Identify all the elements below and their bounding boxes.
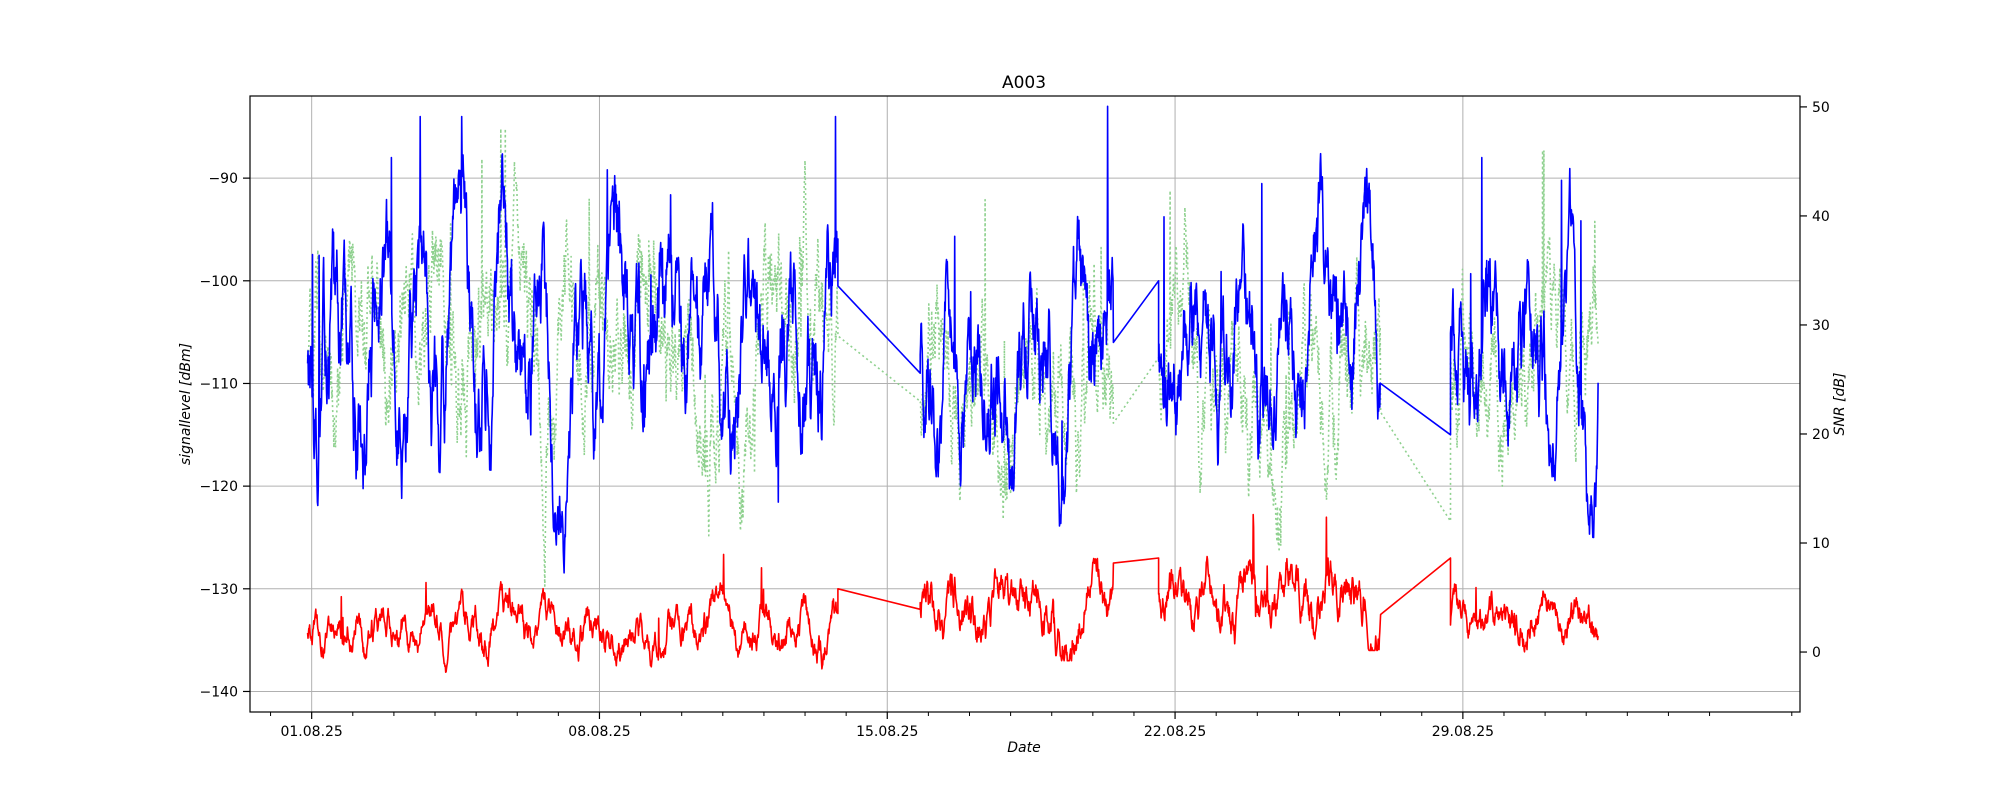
chart-title: A003	[1002, 73, 1046, 93]
y-left-tick-label: −120	[200, 479, 238, 495]
x-tick-label: 01.08.25	[280, 724, 342, 740]
x-tick-label: 22.08.25	[1144, 724, 1206, 740]
grid	[250, 96, 1800, 712]
plot-frame	[249, 95, 1801, 713]
series-line-noise-level	[306, 513, 1599, 673]
y-right-tick-label: 0	[1812, 645, 1821, 661]
x-tick-label: 08.08.25	[568, 724, 630, 740]
x-tick-label: 15.08.25	[856, 724, 918, 740]
y-right-tick-label: 40	[1812, 209, 1830, 225]
y-left-tick-label: −100	[200, 274, 238, 290]
y-left-tick-label: −90	[208, 171, 238, 187]
y-axis-right: 0 10 20 30 40 50	[1800, 100, 1830, 661]
series-line-snr	[306, 127, 1599, 587]
y-right-tick-label: 10	[1812, 536, 1830, 552]
x-tick-label: 29.08.25	[1432, 724, 1494, 740]
series-layer	[306, 105, 1599, 673]
y-right-tick-label: 30	[1812, 318, 1830, 334]
y-left-tick-label: −140	[200, 684, 238, 700]
series-line-signal-level	[306, 105, 1599, 574]
y-right-tick-label: 20	[1812, 427, 1830, 443]
y-right-tick-label: 50	[1812, 100, 1830, 116]
y-axis-left: −90 −100 −110 −120 −130 −140	[200, 171, 250, 700]
x-axis-label: Date	[1007, 740, 1040, 756]
x-axis: 01.08.25 08.08.25 15.08.25 22.08.25 29.08.25	[270, 712, 1793, 740]
y-axis-left-label: signallevel [dBm]	[178, 343, 194, 465]
y-left-tick-label: −130	[200, 582, 238, 598]
y-left-tick-label: −110	[200, 376, 238, 392]
y-axis-right-label: SNR [dB]	[1832, 373, 1848, 436]
